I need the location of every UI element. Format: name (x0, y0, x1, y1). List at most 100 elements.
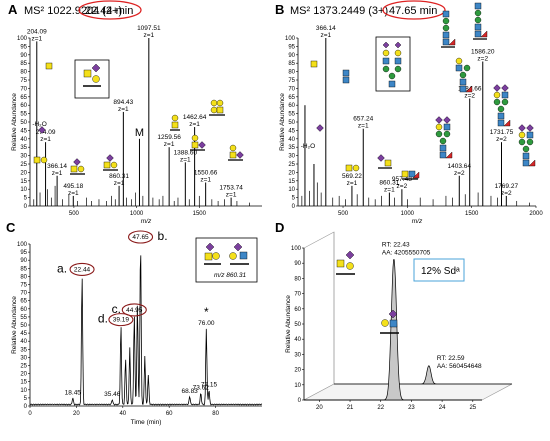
panel-a-peak-label: 1097.51 (137, 25, 161, 32)
panel-b-ytick-label: 25 (288, 162, 295, 168)
glycan-symbol (435, 116, 453, 159)
panel-a-peak-charge: z=1 (31, 35, 42, 42)
glycan-residue (474, 30, 482, 38)
panel-c-peak-label: 18.45 (65, 390, 82, 397)
panel-c-peak-label: 39.19 (113, 317, 130, 324)
glycan-residue (38, 126, 46, 134)
glycan-symbol (473, 2, 488, 40)
panel-a-ytick-label: 85 (20, 61, 27, 67)
panel-d-xtick-label: 22 (377, 405, 384, 411)
panel-c-ytick-label: 65 (20, 299, 27, 305)
panel-b-ytick-label: 100 (285, 36, 296, 42)
panel-d-glycan-1 (336, 250, 355, 275)
glycan-residue (501, 98, 509, 106)
panel-c-ytick-label: 55 (20, 315, 27, 321)
panel-b-spectrum: 0 5 10 15 20 25 30 35 40 45 50 55 60 65 70 75 80 85 90 95 10… (279, 25, 543, 225)
panel-a-peak-charge: z=1 (114, 180, 125, 187)
panel-c-inset-label: m/z 860.31 (214, 272, 247, 279)
panel-c-inset: m/z 860.31 (195, 237, 258, 283)
panel-a-ytick-label: 50 (20, 120, 27, 126)
panel-c-xtick-label: 20 (73, 411, 80, 417)
panel-d-xtick-label: 23 (408, 405, 415, 411)
panel-c-ytick-label: 10 (20, 388, 27, 394)
panel-a-letter: A (8, 2, 18, 17)
panel-b-peak-label: 569.22 (342, 173, 362, 180)
glycan-residue (518, 138, 526, 146)
panel-d-trace-aa: AA: 4205550705 (382, 250, 431, 257)
glycan-residue (408, 170, 416, 178)
glycan-residue (384, 159, 392, 167)
panel-a-ytick-label: 75 (20, 78, 27, 84)
glycan-residue (443, 130, 451, 138)
glycan-residue (442, 24, 450, 32)
panel-b-peak-label: 957.48 (392, 176, 412, 183)
panel-b-ytick-label: 35 (288, 145, 295, 151)
panel-a-ytick-label: 0 (24, 204, 28, 210)
glycan-symbol (441, 10, 456, 48)
panel-b-ytick-label: 20 (288, 170, 295, 176)
panel-a-peak-charge: z=1 (68, 190, 79, 197)
panel-c-ytick-label: 30 (20, 355, 27, 361)
glycan-residue (463, 64, 471, 72)
glycan-residue (216, 106, 224, 114)
panel-b-peak-charge: z=2 (501, 190, 512, 197)
glycan-residue (474, 9, 482, 17)
panel-d-letter: D (275, 220, 284, 235)
panel-c-peak-label: 44.95 (126, 307, 143, 314)
panel-a-peak-charge: z=1 (200, 176, 211, 183)
panel-d-ytick-label: 60 (294, 307, 301, 313)
panel-a-peak-charge: z=1 (189, 121, 200, 128)
glycan-residue (455, 57, 463, 65)
panel-c-peak-label: 73.62 (193, 385, 210, 392)
panel-a-xtick-label: 500 (69, 211, 80, 217)
glycan-residue (526, 138, 534, 146)
panel-a-peak-charge: z=1 (164, 141, 175, 148)
panel-c-ytick-label: 95 (20, 250, 27, 256)
glycan-residue (455, 64, 463, 72)
panel-c-x-label: Time (min) (131, 419, 162, 426)
panel-a-peak-label: 894.43 (113, 99, 133, 106)
glycan-residue (442, 10, 450, 18)
glycan-symbol (518, 124, 536, 167)
panel-b-peak-charge: z=2 (397, 183, 408, 190)
panel-d-ytick-label: 80 (294, 276, 301, 282)
panel-c-ytick-label: 45 (20, 331, 27, 337)
panel-d-trace-rt: RT: 22.59 (437, 355, 465, 362)
panel-a-spectrum: 0 5 10 15 20 25 30 35 40 45 50 55 60 65 70 75 80 85 90 95 10… (11, 25, 262, 225)
panel-c-ytick-label: 35 (20, 347, 27, 353)
panel-a-x-label: m/z (141, 218, 152, 225)
panel-b-peak-note: -H₂O (301, 143, 315, 150)
panel-d-trace-2 (334, 365, 512, 385)
panel-a-peak-label: M (135, 127, 144, 139)
panel-b-ytick-label: 95 (288, 44, 295, 50)
panel-b-xtick-label: 1500 (465, 211, 479, 217)
glycan-symbol (103, 154, 118, 171)
panel-a-xtick-label: 1500 (193, 211, 207, 217)
panel-c-ytick-label: 20 (20, 372, 27, 378)
glycan-residue (459, 78, 467, 86)
panel-a-ytick-label: 10 (20, 187, 27, 193)
panel-d-floor (303, 383, 513, 401)
panel-b-peak-charge: z=1 (358, 123, 369, 130)
glycan-residue (459, 71, 467, 79)
panel-c-xtick-label: 60 (166, 411, 173, 417)
panel-b-peak-charge: z=1 (320, 32, 331, 39)
glycan-residue (497, 112, 505, 120)
panel-d-trace-aa: AA: 560454648 (437, 363, 482, 370)
panel-c-peak-circle (121, 303, 147, 317)
panel-c-xtick-label: 0 (28, 411, 32, 417)
panel-c-peak-label: 35.46 (104, 391, 121, 398)
panel-c-peak-label: 76.00 (198, 320, 215, 327)
glycan-residue (439, 144, 447, 152)
glycan-residue (474, 16, 482, 24)
glycan-residue (198, 141, 206, 149)
panel-a-xtick-label: 1000 (130, 211, 144, 217)
glycan-residue (493, 91, 501, 99)
panel-b-peak-charge: z=1 (347, 180, 358, 187)
glycan-residue (501, 91, 509, 99)
panel-a-ytick-label: 25 (20, 162, 27, 168)
panel-d-ytick-label: 90 (294, 261, 301, 267)
panel-a-ytick-label: 80 (20, 70, 27, 76)
glycan-residue (518, 131, 526, 139)
glycan-symbol (190, 134, 206, 151)
